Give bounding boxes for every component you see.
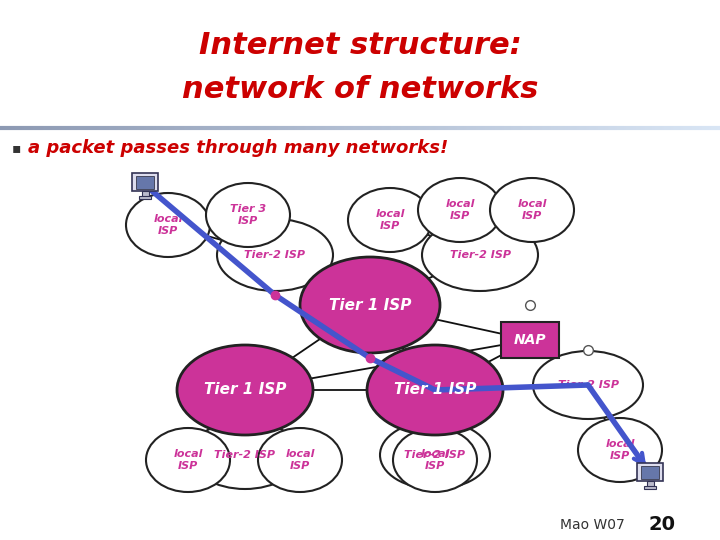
Text: local
ISP: local ISP xyxy=(517,199,546,221)
Text: local
ISP: local ISP xyxy=(174,449,203,471)
Ellipse shape xyxy=(258,428,342,492)
Ellipse shape xyxy=(490,178,574,242)
Ellipse shape xyxy=(126,193,210,257)
Bar xyxy=(641,466,659,480)
Text: network of networks: network of networks xyxy=(182,76,538,105)
Text: Tier-2 ISP: Tier-2 ISP xyxy=(557,380,618,390)
Bar xyxy=(132,173,158,191)
Text: local
ISP: local ISP xyxy=(606,439,635,461)
Ellipse shape xyxy=(380,421,490,489)
Bar xyxy=(142,191,148,197)
Ellipse shape xyxy=(206,183,290,247)
Text: local
ISP: local ISP xyxy=(375,209,405,231)
Ellipse shape xyxy=(177,345,313,435)
Text: a packet passes through many networks!: a packet passes through many networks! xyxy=(28,139,449,157)
Text: 20: 20 xyxy=(648,516,675,535)
Bar xyxy=(139,197,151,199)
Text: Tier 1 ISP: Tier 1 ISP xyxy=(204,382,286,397)
Text: Tier 3
ISP: Tier 3 ISP xyxy=(230,204,266,226)
Text: Tier-2 ISP: Tier-2 ISP xyxy=(405,450,466,460)
Bar xyxy=(136,176,154,190)
Ellipse shape xyxy=(367,345,503,435)
Text: Tier-2 ISP: Tier-2 ISP xyxy=(245,250,305,260)
Bar xyxy=(644,487,657,489)
Text: Tier 1 ISP: Tier 1 ISP xyxy=(329,298,411,313)
Text: Mao W07: Mao W07 xyxy=(560,518,625,532)
Bar xyxy=(637,463,662,481)
Ellipse shape xyxy=(418,178,502,242)
Text: local
ISP: local ISP xyxy=(445,199,474,221)
Text: Tier-2 ISP: Tier-2 ISP xyxy=(449,250,510,260)
Bar xyxy=(501,322,559,358)
Ellipse shape xyxy=(190,421,300,489)
Ellipse shape xyxy=(578,418,662,482)
Ellipse shape xyxy=(217,219,333,291)
Text: Tier 1 ISP: Tier 1 ISP xyxy=(394,382,476,397)
Text: ▪: ▪ xyxy=(12,141,22,155)
Ellipse shape xyxy=(422,219,538,291)
Text: Internet structure:: Internet structure: xyxy=(199,30,521,59)
Text: NAP: NAP xyxy=(514,333,546,347)
Text: local
ISP: local ISP xyxy=(420,449,450,471)
Ellipse shape xyxy=(146,428,230,492)
Ellipse shape xyxy=(393,428,477,492)
Text: Tier-2 ISP: Tier-2 ISP xyxy=(215,450,276,460)
Ellipse shape xyxy=(300,257,440,353)
Ellipse shape xyxy=(533,351,643,419)
Text: local
ISP: local ISP xyxy=(153,214,183,236)
Text: local
ISP: local ISP xyxy=(285,449,315,471)
Ellipse shape xyxy=(348,188,432,252)
Bar xyxy=(647,481,654,487)
